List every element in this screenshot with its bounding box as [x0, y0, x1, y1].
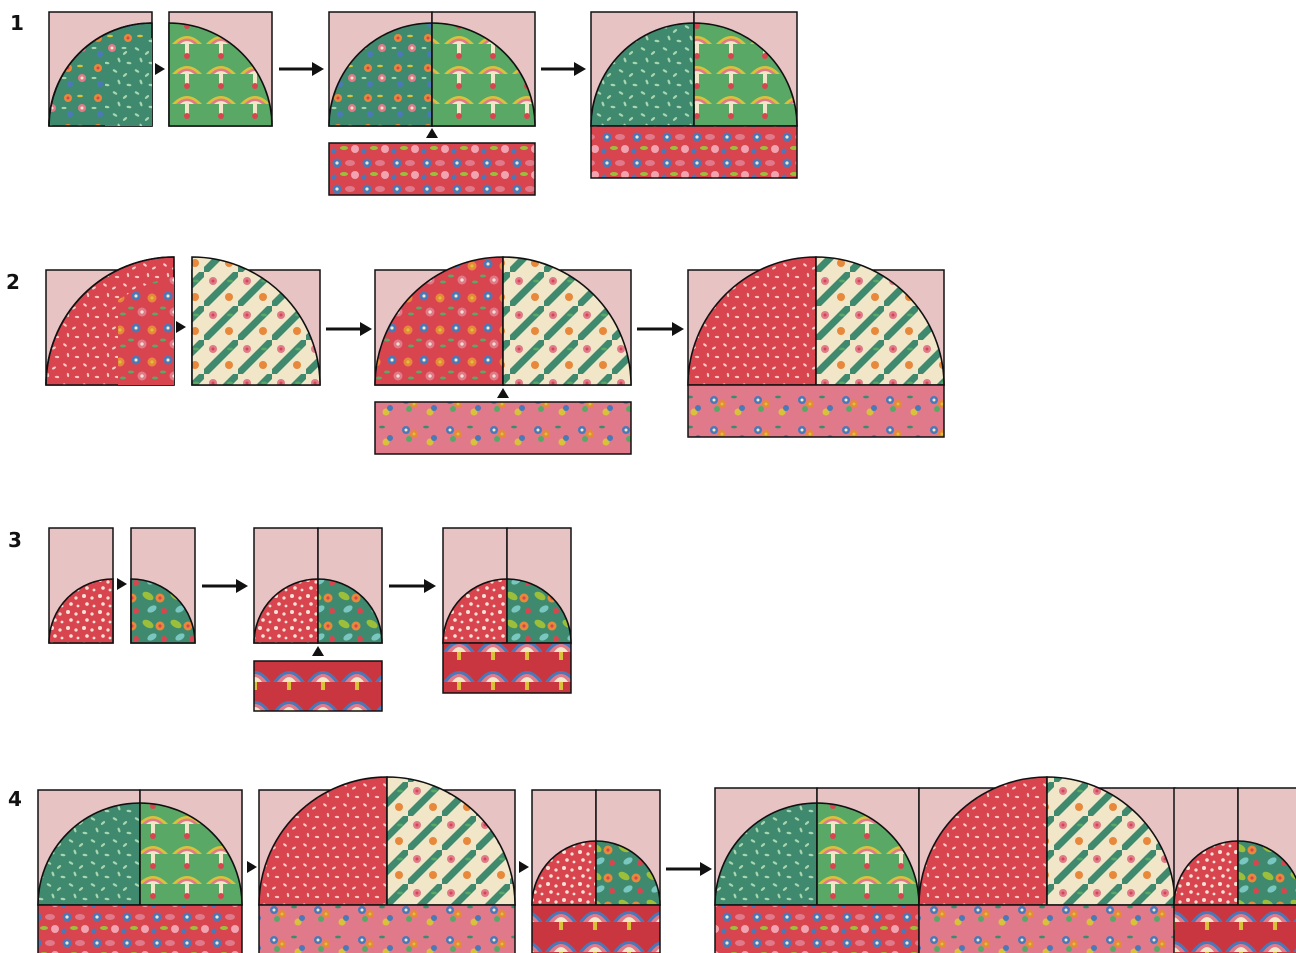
fabric-arc-right	[506, 578, 572, 644]
fabric-arc-right	[139, 802, 243, 906]
fabric-arc-left	[374, 256, 504, 386]
fabric-arc-left	[714, 802, 818, 906]
arrow-head	[700, 862, 712, 876]
arc-outline	[48, 22, 153, 127]
half-circle-block	[258, 776, 516, 906]
fabric-arc-right	[502, 256, 632, 386]
half-circle-block	[442, 527, 572, 644]
fabric-strip	[258, 904, 516, 953]
fabric-arc-left	[687, 256, 817, 386]
step-number: 2	[6, 270, 20, 294]
fabric-arc-left	[590, 22, 695, 127]
fabric-arc-right	[386, 776, 516, 906]
fabric-panel	[105, 38, 152, 126]
fabric-arc-right	[317, 578, 383, 644]
fabric-strip	[37, 904, 243, 953]
arrow-right-icon	[389, 579, 436, 593]
fabric-strip	[1173, 904, 1296, 953]
fabric-strip	[590, 125, 798, 179]
fabric-arc-right	[693, 22, 798, 127]
fabric-arc-right	[1237, 840, 1296, 906]
step-number: 1	[10, 11, 24, 35]
fabric-arc-left	[1173, 840, 1239, 906]
fabric-strip	[714, 904, 920, 953]
half-circle-block	[590, 11, 798, 127]
step-number: 3	[8, 528, 22, 552]
arrow-head	[236, 579, 248, 593]
fabric-arc-left	[258, 776, 388, 906]
quarter-block	[191, 256, 321, 386]
fabric-strip	[374, 401, 632, 455]
step-number: 4	[8, 787, 22, 811]
half-circle-block	[531, 789, 661, 906]
fabric-arc-left	[253, 578, 319, 644]
half-circle-block	[1173, 787, 1296, 906]
fabric-arc-left	[37, 802, 141, 906]
fabric-strip	[253, 660, 383, 712]
triangle-pointer-icon	[247, 861, 257, 873]
triangle-pointer-icon	[312, 646, 324, 656]
quarter-block	[48, 527, 114, 644]
half-circle-block	[918, 776, 1176, 906]
fabric-panel	[118, 277, 174, 385]
arrow-head	[574, 62, 586, 76]
triangle-pointer-icon	[519, 861, 529, 873]
fabric-strip	[442, 642, 572, 694]
fabric-strip	[531, 904, 661, 953]
fabric-arc-left	[442, 578, 508, 644]
triangle-pointer-icon	[426, 128, 438, 138]
half-circle-block	[253, 527, 383, 644]
arrow-head	[312, 62, 324, 76]
fabric-arc-left	[531, 840, 597, 906]
fabric-arc	[48, 578, 114, 644]
arc-outline	[45, 256, 175, 386]
fabric-arc-right	[431, 22, 536, 127]
fabric-strip	[328, 142, 536, 196]
half-circle-block	[687, 256, 945, 386]
arrow-right-icon	[202, 579, 248, 593]
arrow-right-icon	[637, 322, 684, 336]
fabric-strip	[918, 904, 1176, 953]
arrow-right-icon	[326, 322, 372, 336]
half-circle-block	[374, 256, 632, 386]
arrow-right-icon	[541, 62, 586, 76]
quarter-block	[168, 11, 273, 127]
fabric-strip	[687, 384, 945, 438]
fabric-arc-right	[815, 256, 945, 386]
fabric-arc	[168, 22, 273, 127]
triangle-pointer-icon	[176, 321, 186, 333]
arrow-head	[360, 322, 372, 336]
arrow-head	[424, 579, 436, 593]
quarter-block	[130, 527, 196, 644]
arrow-right-icon	[666, 862, 712, 876]
half-circle-block	[37, 789, 243, 906]
fabric-arc-left	[918, 776, 1048, 906]
triangle-pointer-icon	[497, 388, 509, 398]
arrow-head	[672, 322, 684, 336]
fabric-arc-right	[595, 840, 661, 906]
arrow-right-icon	[279, 62, 324, 76]
fabric-arc	[130, 578, 196, 644]
triangle-pointer-icon	[117, 578, 127, 590]
fabric-arc-left	[328, 22, 433, 127]
half-circle-block	[714, 787, 920, 906]
fabric-arc	[191, 256, 321, 386]
half-circle-block	[328, 11, 536, 127]
triangle-pointer-icon	[155, 63, 165, 75]
